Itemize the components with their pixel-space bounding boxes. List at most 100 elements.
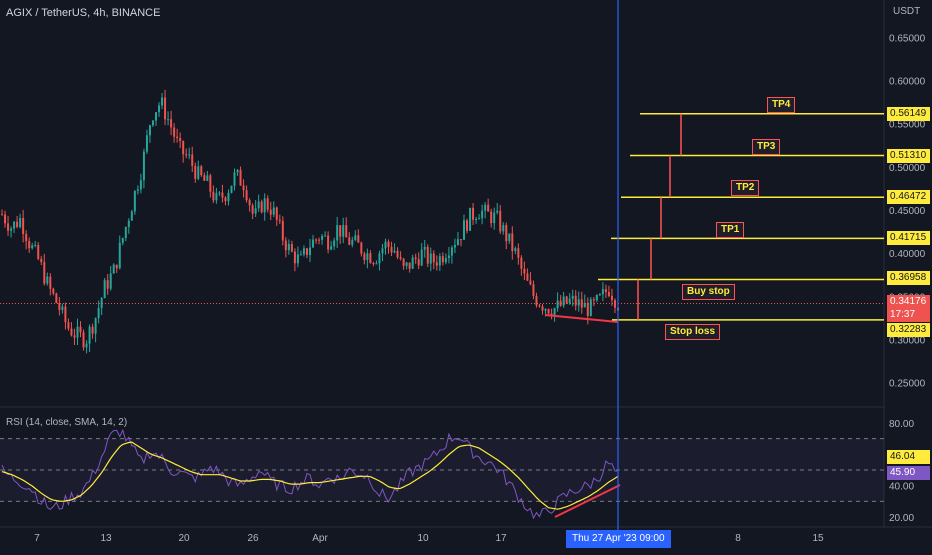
price-tick-label: 0.25000 — [889, 379, 926, 390]
candle-body — [100, 298, 103, 309]
time-tick-label: Apr — [312, 533, 328, 544]
candle-body — [233, 172, 236, 186]
candle-body — [360, 242, 363, 254]
candle-body — [342, 225, 345, 237]
candle-body — [97, 308, 100, 319]
candle-body — [124, 226, 127, 239]
candle-body — [245, 190, 248, 201]
rsi-tick-label: 80.00 — [889, 419, 914, 430]
candle-body — [22, 217, 25, 235]
buy-stop-price-label: 0.36958 — [887, 271, 930, 285]
candle-body — [574, 295, 577, 306]
candle-body — [502, 225, 505, 232]
candle-body — [55, 293, 58, 303]
candle-body — [13, 221, 16, 229]
candle-body — [82, 332, 85, 348]
rsi-tick-label: 40.00 — [889, 482, 914, 493]
candle-body — [610, 295, 613, 301]
candle-body — [170, 119, 173, 128]
candle-body — [272, 207, 275, 215]
candle-body — [324, 235, 327, 237]
candle-body — [466, 220, 469, 231]
candle-body — [121, 238, 124, 243]
rsi-indicator-title[interactable]: RSI (14, close, SMA, 14, 2) — [6, 417, 128, 428]
candle-body — [31, 245, 34, 249]
rsi-tick-label: 20.00 — [889, 513, 914, 524]
candle-body — [109, 273, 112, 289]
candle-body — [390, 246, 393, 253]
candle-body — [499, 210, 502, 232]
candle-body — [432, 253, 435, 263]
candle-body — [4, 214, 7, 224]
candle-body — [164, 97, 167, 120]
candle-body — [284, 240, 287, 251]
candle-body — [103, 280, 106, 299]
tp1-price-label: 0.41715 — [887, 231, 930, 245]
candle-body — [19, 217, 22, 227]
candle-body — [571, 295, 574, 299]
rsi-trendline — [554, 484, 621, 518]
tp3-price-label: 0.51310 — [887, 149, 930, 163]
candle-body — [336, 225, 339, 241]
buy-stop-label: Buy stop — [682, 284, 735, 300]
time-tick-label: 13 — [100, 533, 112, 544]
candle-body — [414, 257, 417, 260]
candle-body — [577, 299, 580, 306]
candle-body — [481, 210, 484, 219]
candle-body — [260, 201, 263, 213]
candle-body — [203, 175, 206, 181]
candle-body — [312, 239, 315, 248]
candle-body — [493, 212, 496, 224]
candle-body — [127, 220, 130, 227]
candle-body — [28, 241, 31, 249]
candle-body — [538, 305, 541, 307]
candle-body — [37, 244, 40, 259]
candle-body — [532, 284, 535, 296]
candle-body — [212, 191, 215, 201]
candle-body — [118, 242, 121, 269]
candle-body — [305, 248, 308, 256]
candle-body — [508, 233, 511, 242]
candle-body — [158, 105, 161, 113]
candle-body — [438, 256, 441, 266]
candle-body — [293, 251, 296, 264]
candle-body — [155, 112, 157, 121]
candle-body — [254, 208, 257, 214]
candle-body — [520, 257, 523, 269]
symbol-title[interactable]: AGIX / TetherUS, 4h, BINANCE — [6, 7, 161, 19]
candle-body — [592, 299, 595, 301]
candle-body — [248, 200, 251, 206]
candle-body — [459, 239, 462, 241]
candle-body — [547, 309, 550, 314]
price-tick-label: 0.60000 — [889, 76, 926, 87]
candle-body — [61, 306, 64, 310]
candle-body — [378, 253, 381, 264]
candle-body — [106, 280, 109, 289]
candle-body — [239, 169, 242, 186]
candle-body — [529, 280, 532, 285]
candle-body — [399, 257, 402, 259]
candle-body — [76, 326, 79, 338]
candle-body — [607, 292, 610, 296]
candle-body — [139, 180, 142, 190]
candle-body — [598, 294, 601, 296]
candle-body — [148, 125, 151, 136]
candle-body — [130, 211, 133, 221]
candle-body — [112, 264, 115, 274]
countdown-label: 17:37 — [887, 308, 930, 322]
candle-body — [221, 192, 224, 198]
candle-body — [505, 225, 508, 242]
candle-body — [580, 299, 583, 308]
candle-body — [514, 248, 517, 252]
candle-body — [281, 221, 284, 241]
candle-body — [363, 253, 366, 261]
time-tick-label: 8 — [735, 533, 741, 544]
candle-body — [453, 244, 456, 248]
candle-body — [535, 295, 538, 306]
candle-body — [541, 306, 544, 311]
candle-body — [91, 326, 94, 334]
candle-body — [115, 264, 118, 269]
candle-body — [315, 239, 318, 241]
